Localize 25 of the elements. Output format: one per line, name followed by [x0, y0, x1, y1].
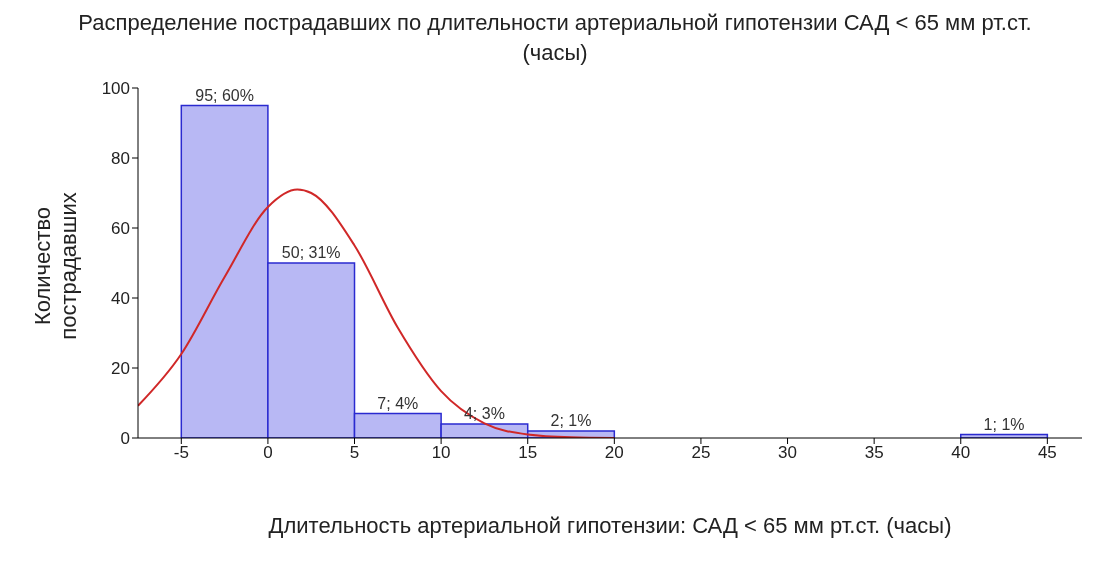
x-tick-label: 40 [951, 443, 971, 463]
x-tick-label: 10 [431, 443, 451, 463]
y-tick-label: 100 [101, 79, 130, 99]
chart-title: Распределение пострадавших по длительности артериальной гипотензии САД < 65 мм рт.ст. (часы) [77, 9, 1033, 67]
x-tick-label: 25 [691, 443, 711, 463]
data-label: 1; 1% [983, 415, 1025, 433]
y-tick-label: 20 [111, 359, 130, 379]
data-label: 50; 31% [281, 244, 341, 261]
x-tick-label: 20 [604, 443, 624, 463]
x-tick-label: 0 [263, 443, 273, 463]
x-tick-label: 45 [1037, 443, 1057, 463]
data-label: 95; 60% [195, 86, 254, 104]
x-tick-label: 35 [864, 443, 884, 463]
x-axis-title: Длительность артериальной гипотензии: САД < 65 мм рт.ст. (часы) [268, 513, 952, 538]
y-tick-label: 0 [120, 429, 130, 449]
x-tick-label: 5 [349, 443, 360, 463]
x-tick-label: 30 [778, 443, 797, 463]
data-label: 7; 4% [377, 394, 419, 412]
x-tick-label: 15 [518, 443, 538, 463]
y-tick-label: 40 [111, 289, 130, 309]
data-label: 2; 1% [550, 412, 592, 429]
y-tick-label: 80 [111, 149, 130, 169]
y-tick-label: 60 [111, 219, 130, 239]
x-tick-label: -5 [173, 443, 189, 463]
y-axis-title: Количество пострадавших [30, 191, 82, 342]
